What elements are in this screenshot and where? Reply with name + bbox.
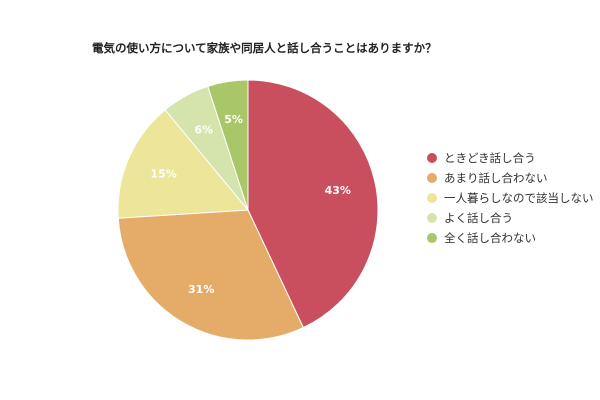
slice-value-label: 5% xyxy=(224,113,243,126)
legend-label: あまり話し合わない xyxy=(444,171,548,185)
pie-slice xyxy=(247,79,379,329)
legend-label: ときどき話し合う xyxy=(444,151,536,165)
legend-swatch xyxy=(427,153,437,163)
pie-slice xyxy=(117,209,305,341)
legend-swatch xyxy=(427,233,437,243)
legend-swatch xyxy=(427,173,437,183)
legend-label: 一人暮らしなので該当しない xyxy=(444,191,594,205)
legend-label: 全く話し合わない xyxy=(444,231,536,245)
legend-item: ときどき話し合う xyxy=(427,151,600,166)
legend-item: 全く話し合わない xyxy=(427,231,600,246)
legend-item: あまり話し合わない xyxy=(427,171,600,186)
legend-label: よく話し合う xyxy=(444,211,513,225)
pie-slice xyxy=(207,79,249,211)
legend-item: 一人暮らしなので該当しない xyxy=(427,191,600,206)
chart-title: 電気の使い方について家族や同居人と話し合うことはありますか？ xyxy=(92,41,437,55)
chart-legend: ときどき話し合う あまり話し合わない一人暮らしなので該当しない よく話し合う全く話し… xyxy=(427,151,600,251)
pie-slice xyxy=(117,109,250,219)
slice-value-label: 43% xyxy=(325,184,351,197)
legend-item: よく話し合う xyxy=(427,211,600,226)
legend-swatch xyxy=(427,213,437,223)
slice-value-label: 31% xyxy=(188,283,214,296)
legend-swatch xyxy=(427,193,437,203)
slice-value-label: 6% xyxy=(194,123,213,136)
slice-value-label: 15% xyxy=(150,168,176,181)
